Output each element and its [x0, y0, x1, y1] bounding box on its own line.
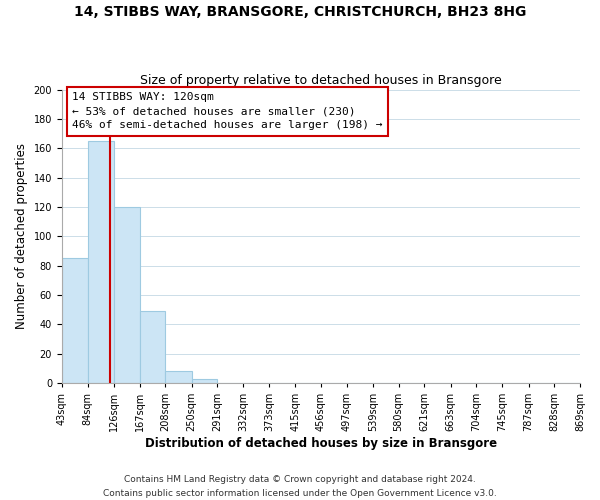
Y-axis label: Number of detached properties: Number of detached properties: [15, 144, 28, 330]
Bar: [88, 141, 114, 383]
Text: 14 STIBBS WAY: 120sqm
← 53% of detached houses are smaller (230)
46% of semi-det: 14 STIBBS WAY: 120sqm ← 53% of detached …: [72, 92, 383, 130]
Text: 14, STIBBS WAY, BRANSGORE, CHRISTCHURCH, BH23 8HG: 14, STIBBS WAY, BRANSGORE, CHRISTCHURCH,…: [74, 5, 526, 19]
Bar: [62, 258, 88, 383]
Title: Size of property relative to detached houses in Bransgore: Size of property relative to detached ho…: [140, 74, 502, 87]
X-axis label: Distribution of detached houses by size in Bransgore: Distribution of detached houses by size …: [145, 437, 497, 450]
Bar: [140, 311, 165, 383]
Bar: [114, 207, 140, 383]
Bar: [165, 372, 191, 383]
Bar: [191, 378, 217, 383]
Text: Contains HM Land Registry data © Crown copyright and database right 2024.
Contai: Contains HM Land Registry data © Crown c…: [103, 476, 497, 498]
